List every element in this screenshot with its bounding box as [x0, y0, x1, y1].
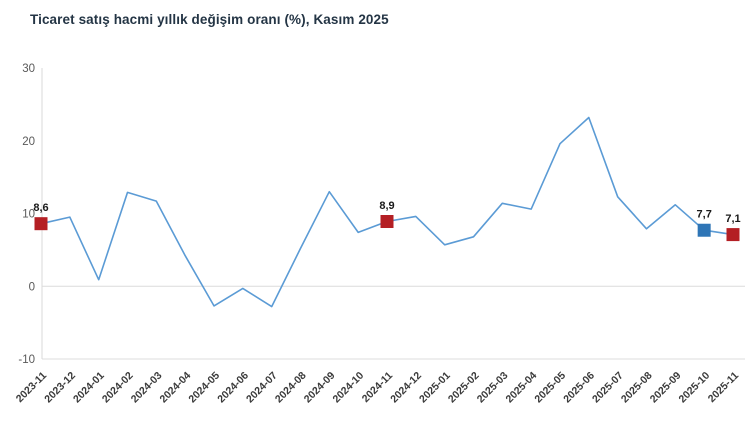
trend-line [40, 116, 734, 308]
marker-2023-11 [34, 217, 48, 231]
y-axis-tick-30: 30 [22, 63, 35, 75]
x-axis-label-2024-08: 2024-08 [273, 370, 309, 406]
x-axis-label-2024-07: 2024-07 [244, 370, 280, 406]
x-axis-label-2025-03: 2025-03 [475, 370, 511, 406]
marker-2025-10 [697, 223, 711, 237]
x-axis-label-2025-09: 2025-09 [648, 370, 684, 406]
y-axis-tick-20: 20 [22, 136, 35, 148]
x-axis-label-2024-02: 2024-02 [100, 370, 136, 406]
y-axis-tick-10: 10 [22, 209, 35, 221]
x-axis-label-2023-12: 2023-12 [42, 370, 78, 406]
x-axis-label-2024-01: 2024-01 [71, 370, 107, 406]
x-axis-label-2024-03: 2024-03 [129, 370, 165, 406]
data-label-2025-10: 7,7 [697, 209, 712, 221]
x-axis-label-2025-11: 2025-11 [706, 370, 741, 405]
x-axis-label-2025-06: 2025-06 [561, 370, 597, 406]
x-axis-label-2025-02: 2025-02 [446, 370, 482, 406]
y-axis-tick-0: 0 [29, 281, 35, 293]
x-axis-label-2025-08: 2025-08 [619, 370, 655, 406]
data-label-2023-11: 8,6 [33, 202, 48, 214]
x-axis-label-2024-10: 2024-10 [331, 370, 367, 406]
x-axis-label-2024-12: 2024-12 [388, 370, 424, 406]
x-axis-label-2025-10: 2025-10 [677, 370, 713, 406]
y-axis-tick--10: -10 [18, 354, 35, 366]
x-axis-label-2025-05: 2025-05 [532, 370, 568, 406]
chart-title: Ticaret satış hacmi yıllık değişim oranı… [30, 12, 389, 27]
data-label-2025-11: 7,1 [725, 213, 740, 225]
data-label-2024-11: 8,9 [379, 200, 394, 212]
x-axis-label-2025-04: 2025-04 [504, 370, 540, 406]
x-axis-label-2024-09: 2024-09 [302, 370, 338, 406]
marker-2025-11 [726, 228, 740, 242]
x-axis-label-2024-06: 2024-06 [215, 370, 251, 406]
x-axis-label-2025-07: 2025-07 [590, 370, 626, 406]
x-axis-label-2025-01: 2025-01 [417, 370, 453, 406]
marker-2024-11 [380, 215, 394, 229]
x-axis-label-2024-04: 2024-04 [158, 370, 194, 406]
x-axis-label-2024-05: 2024-05 [186, 370, 222, 406]
